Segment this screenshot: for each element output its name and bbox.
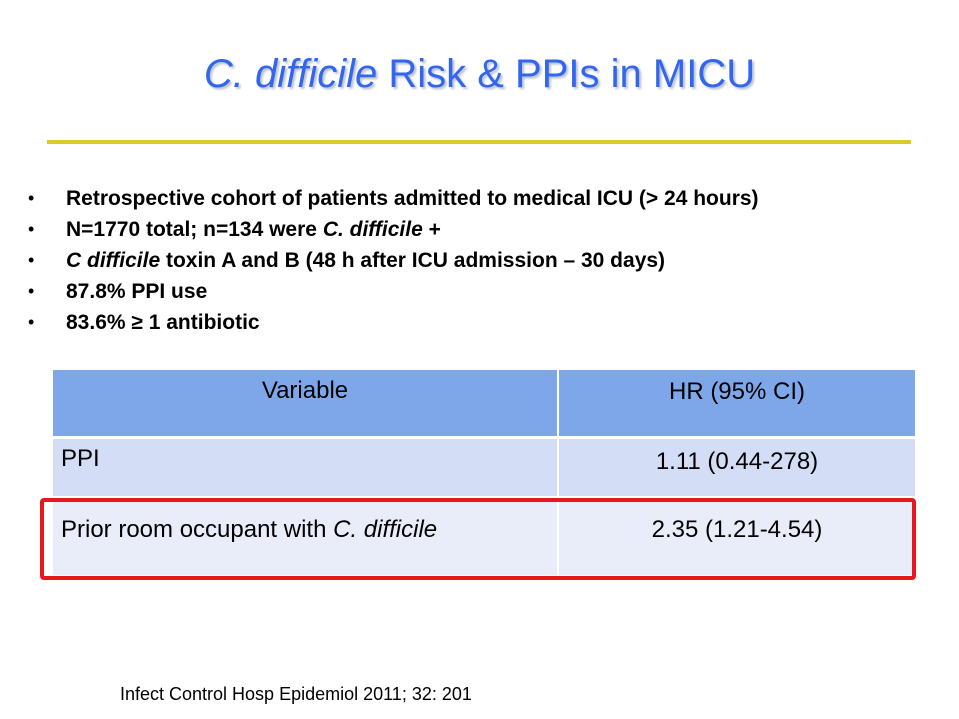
slide-title-italic: C. difficile	[203, 52, 378, 96]
variable-label-italic: C. difficile	[333, 516, 438, 543]
bullet-text-italic: C difficile	[66, 249, 161, 272]
bullet-marker: •	[28, 281, 35, 301]
hazard-ratio-table: Variable HR (95% CI) PPI 1.11 (0.44-278)…	[53, 370, 915, 580]
bullet-item-cohort: • Retrospective cohort of patients admit…	[24, 183, 944, 214]
table-header-variable: Variable	[53, 370, 557, 436]
bullet-text: Retrospective cohort of patients admitte…	[66, 187, 759, 210]
bullet-text: +	[422, 218, 441, 241]
title-divider	[47, 140, 911, 144]
bullet-item-sample-size: • N=1770 total; n=134 were C. difficile …	[24, 214, 944, 245]
bullet-item-toxin: • C difficile toxin A and B (48 h after …	[24, 245, 944, 276]
slide-title-rest: Risk & PPIs in MICU	[377, 52, 756, 96]
citation: Infect Control Hosp Epidemiol 2011; 32: …	[120, 684, 472, 704]
bullet-text: toxin A and B (48 h after ICU admission …	[160, 249, 666, 272]
variable-label: Prior room occupant with	[61, 516, 334, 543]
bullet-marker: •	[28, 188, 35, 208]
table-cell-hr: 1.11 (0.44-278)	[559, 439, 915, 496]
bullet-text: 87.8% PPI use	[66, 280, 208, 303]
table-cell-variable: PPI	[53, 439, 557, 496]
bullet-text: N=1770 total; n=134 were	[66, 218, 323, 241]
bullet-item-antibiotic: • 83.6% ≥ 1 antibiotic	[24, 307, 944, 338]
bullet-list: • Retrospective cohort of patients admit…	[24, 183, 944, 338]
variable-label: PPI	[61, 445, 100, 472]
bullet-marker: •	[28, 250, 35, 270]
slide-title: C. difficile Risk & PPIs in MICU	[0, 52, 959, 97]
highlight-box	[40, 498, 916, 580]
table-header-hr: HR (95% CI)	[559, 370, 915, 436]
bullet-marker: •	[28, 219, 35, 239]
bullet-item-ppi-use: • 87.8% PPI use	[24, 276, 944, 307]
table-cell-hr: 2.35 (1.21-4.54)	[559, 499, 915, 575]
bullet-text-italic: C. difficile	[322, 218, 423, 241]
table-cell-variable: Prior room occupant with C. difficile	[53, 499, 557, 575]
bullet-text: 83.6% ≥ 1 antibiotic	[66, 311, 260, 334]
bullet-marker: •	[28, 312, 35, 332]
